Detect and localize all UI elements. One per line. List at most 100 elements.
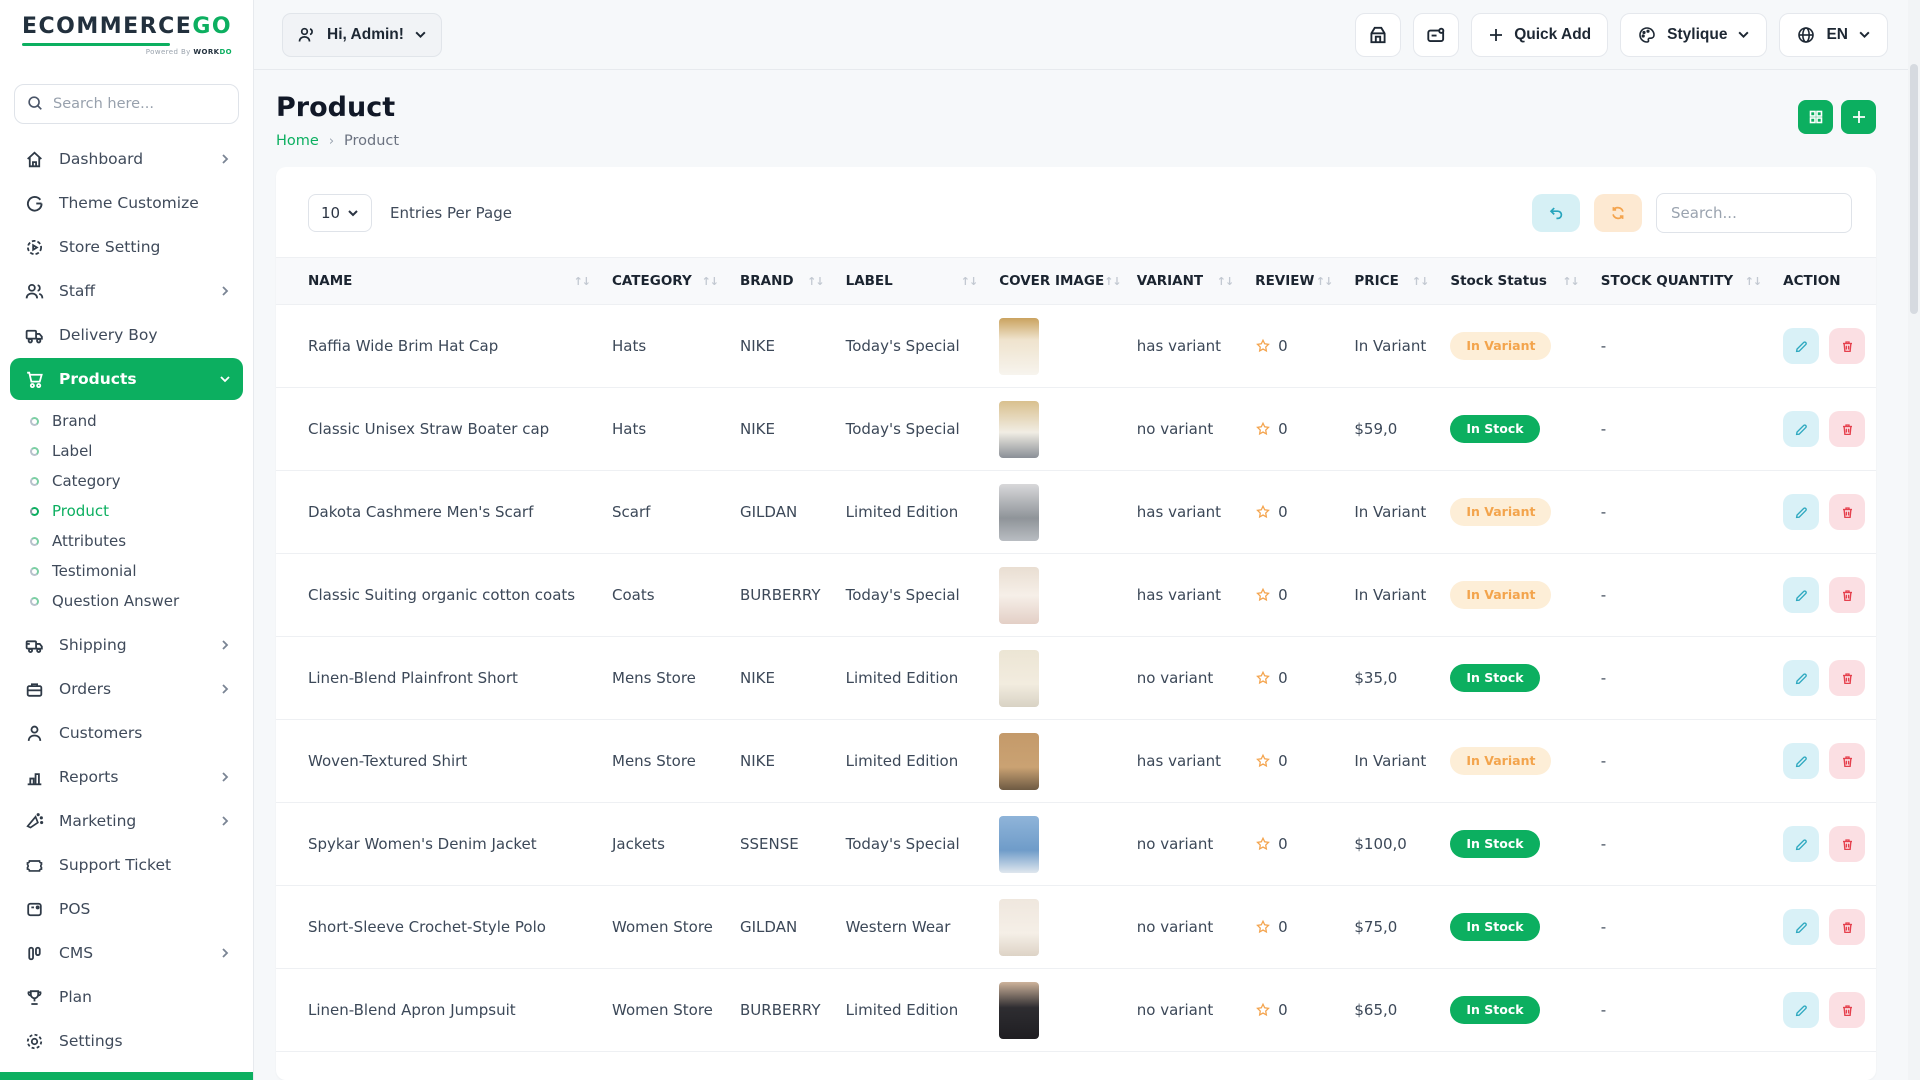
table-row: Raffia Wide Brim Hat Cap Hats NIKE Today… [276,304,1876,388]
column-header-cover-image[interactable]: COVER IMAGE ↑↓ [991,257,1129,305]
messages-button[interactable] [1413,12,1460,57]
delete-button[interactable] [1829,328,1866,364]
sidebar-subitem-testimonial[interactable]: Testimonial [0,556,253,586]
column-header-stock-status[interactable]: Stock Status ↑↓ [1442,257,1593,305]
products-submenu: Brand Label Category Product Attributes … [0,402,253,622]
delete-button[interactable] [1829,577,1866,613]
edit-button[interactable] [1783,660,1820,696]
column-header-brand[interactable]: BRAND ↑↓ [732,257,838,305]
breadcrumb-home-link[interactable]: Home [276,133,319,149]
sidebar-item-shipping[interactable]: Shipping [10,624,243,666]
scrollbar-thumb[interactable] [1910,64,1918,314]
product-name: Short-Sleeve Crochet-Style Polo [276,885,604,969]
sidebar-item-store-setting[interactable]: Store Setting [10,226,243,268]
edit-button[interactable] [1783,992,1820,1028]
sort-icon[interactable]: ↑↓ [960,274,978,288]
product-name: Linen-Blend Apron Jumpsuit [276,968,604,1052]
chevron-right-icon [219,285,231,297]
sidebar-item-label: Reports [59,768,119,786]
sidebar-item-support-ticket[interactable]: Support Ticket [10,844,243,886]
sidebar-item-label: Shipping [59,636,127,654]
table-search-input[interactable] [1656,193,1852,233]
sidebar-subitem-attributes[interactable]: Attributes [0,526,253,556]
sidebar-item-marketing[interactable]: Marketing [10,800,243,842]
edit-button[interactable] [1783,743,1820,779]
column-header-price[interactable]: PRICE ↑↓ [1346,257,1443,305]
sort-icon[interactable]: ↑↓ [1744,274,1762,288]
sidebar-item-products[interactable]: Products [10,358,243,400]
delete-button[interactable] [1829,992,1866,1028]
stock-status-badge: In Stock [1450,995,1540,1025]
delete-button[interactable] [1829,411,1866,447]
column-header-label[interactable]: LABEL ↑↓ [837,257,992,305]
edit-button[interactable] [1783,909,1820,945]
edit-button[interactable] [1783,328,1820,364]
sidebar-item-orders[interactable]: Orders [10,668,243,710]
delete-button[interactable] [1829,494,1866,530]
sidebar-subitem-label[interactable]: Label [0,436,253,466]
edit-button[interactable] [1783,826,1820,862]
undo-icon [1547,204,1565,222]
table-row: Short-Sleeve Crochet-Style Polo Women St… [276,885,1876,969]
sort-icon[interactable]: ↑↓ [701,274,719,288]
column-header-name[interactable]: NAME ↑↓ [276,257,604,305]
sidebar-subitem-category[interactable]: Category [0,466,253,496]
sidebar-item-staff[interactable]: Staff [10,270,243,312]
sidebar-item-reports[interactable]: Reports [10,756,243,798]
column-header-variant[interactable]: VARIANT ↑↓ [1128,257,1248,305]
product-brand: NIKE [732,304,838,388]
sort-icon[interactable]: ↑↓ [573,274,591,288]
undo-button[interactable] [1532,194,1580,232]
stock-status-badge: In Stock [1450,663,1540,693]
quick-add-button[interactable]: Quick Add [1471,12,1609,57]
sidebar-item-customers[interactable]: Customers [10,712,243,754]
customer-icon [24,723,45,744]
sort-icon[interactable]: ↑↓ [1315,274,1333,288]
user-menu-button[interactable]: Hi, Admin! [282,12,442,57]
sort-icon[interactable]: ↑↓ [1411,274,1429,288]
page-header: Product Home › Product [254,70,1920,161]
column-header-stock-quantity[interactable]: STOCK QUANTITY ↑↓ [1592,257,1776,305]
language-selector-button[interactable]: EN [1779,12,1888,57]
page-scrollbar[interactable] [1908,0,1920,1080]
grid-view-button[interactable] [1798,100,1833,134]
edit-button[interactable] [1783,411,1820,447]
star-icon [1255,670,1271,686]
delete-button[interactable] [1829,743,1866,779]
edit-button[interactable] [1783,577,1820,613]
delete-button[interactable] [1829,909,1866,945]
column-header-category[interactable]: CATEGORY ↑↓ [604,257,732,305]
app-logo[interactable]: ECOMMERCEGO Powered By WORKDO [0,0,253,70]
sort-icon[interactable]: ↑↓ [1562,274,1579,288]
sidebar-item-delivery-boy[interactable]: Delivery Boy [10,314,243,356]
product-name: Woven-Textured Shirt [276,719,604,803]
sidebar-subitem-question-answer[interactable]: Question Answer [0,586,253,616]
sidebar-item-pos[interactable]: POS [10,888,243,930]
product-price: In Variant [1346,719,1443,803]
delete-button[interactable] [1829,660,1866,696]
sidebar-item-dashboard[interactable]: Dashboard [10,138,243,180]
logo-powered-by: Powered By WORKDO [145,48,232,56]
sidebar-search-input[interactable] [14,84,239,124]
sort-icon[interactable]: ↑↓ [1104,274,1121,288]
entries-per-page-select[interactable]: 10 [308,194,372,232]
refresh-button[interactable] [1594,194,1642,232]
sidebar-item-theme-customize[interactable]: Theme Customize [10,182,243,224]
star-icon [1255,753,1271,769]
storefront-button[interactable] [1355,12,1402,57]
column-header-review[interactable]: REVIEW ↑↓ [1247,257,1347,305]
sidebar-item-settings[interactable]: Settings [10,1020,243,1062]
gear-icon [24,1031,45,1052]
product-price: $100,0 [1346,802,1443,886]
sidebar-item-label: Store Setting [59,238,161,256]
theme-selector-button[interactable]: Stylique [1620,12,1768,57]
sidebar-subitem-product[interactable]: Product [0,496,253,526]
edit-button[interactable] [1783,494,1820,530]
delete-button[interactable] [1829,826,1866,862]
sidebar-item-plan[interactable]: Plan [10,976,243,1018]
add-product-button[interactable] [1841,100,1876,134]
sort-icon[interactable]: ↑↓ [1216,274,1234,288]
sort-icon[interactable]: ↑↓ [807,274,824,288]
sidebar-subitem-brand[interactable]: Brand [0,406,253,436]
sidebar-item-cms[interactable]: CMS [10,932,243,974]
